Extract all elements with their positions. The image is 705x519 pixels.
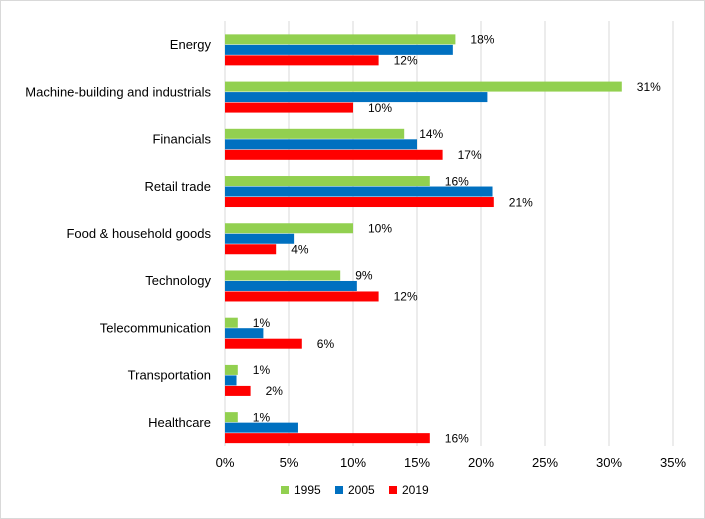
bar-technology-1995 [225, 270, 341, 281]
category-label-retail-trade: Retail trade [145, 179, 211, 194]
legend-swatch-2005 [335, 486, 343, 494]
legend-label-2019: 2019 [402, 483, 429, 497]
bar-energy-2005 [225, 44, 453, 55]
x-tick-label-20: 20% [468, 455, 494, 470]
data-label-food-household-goods-2019: 4% [291, 243, 309, 257]
category-label-energy: Energy [170, 37, 212, 52]
category-label-telecommunication: Telecommunication [100, 320, 211, 335]
data-label-food-household-goods-1995: 10% [368, 222, 392, 236]
bars [225, 34, 622, 444]
bar-healthcare-2019 [225, 433, 430, 444]
data-label-financials-2019: 17% [458, 148, 482, 162]
bar-financials-2005 [225, 139, 417, 150]
bar-food-household-goods-1995 [225, 223, 353, 234]
x-tick-label-5: 5% [280, 455, 299, 470]
bar-retail-trade-1995 [225, 176, 430, 187]
bar-technology-2005 [225, 280, 357, 291]
legend: 1995 2005 2019 [281, 483, 429, 497]
legend-swatch-1995 [281, 486, 289, 494]
data-label-energy-1995: 18% [470, 33, 494, 47]
category-label-healthcare: Healthcare [148, 415, 211, 430]
data-labels: 18% 12% 31% 10% 14% 17% 16% 21% 10% 4% 9% 12% 1% 6% 1%… [253, 33, 661, 446]
bar-energy-2019 [225, 55, 379, 66]
data-label-healthcare-1995: 1% [253, 410, 271, 424]
bar-retail-trade-2005 [225, 186, 493, 197]
data-label-financials-1995: 14% [419, 127, 443, 141]
category-labels: Energy Machine-building and industrials Fi… [25, 37, 211, 430]
bar-healthcare-2005 [225, 422, 298, 433]
bar-telecommunication-1995 [225, 317, 238, 328]
x-tick-label-15: 15% [404, 455, 430, 470]
bar-financials-1995 [225, 128, 405, 139]
legend-swatch-2019 [389, 486, 397, 494]
bar-machine-building-and-industrials-1995 [225, 81, 622, 92]
x-tick-label-35: 35% [660, 455, 686, 470]
legend-label-2005: 2005 [348, 483, 375, 497]
data-label-machine-building-and-industrials-2019: 10% [368, 101, 392, 115]
gridlines [224, 21, 674, 446]
data-label-machine-building-and-industrials-1995: 31% [637, 80, 661, 94]
x-tick-label-10: 10% [340, 455, 366, 470]
bar-machine-building-and-industrials-2005 [225, 92, 488, 103]
bar-transportation-2005 [225, 375, 237, 386]
bar-transportation-1995 [225, 364, 238, 375]
bar-machine-building-and-industrials-2019 [225, 102, 353, 113]
category-label-technology: Technology [145, 273, 211, 288]
x-tick-label-25: 25% [532, 455, 558, 470]
bar-technology-2019 [225, 291, 379, 302]
data-label-transportation-2019: 2% [266, 384, 284, 398]
legend-label-1995: 1995 [294, 483, 321, 497]
bar-food-household-goods-2019 [225, 244, 277, 255]
bar-financials-2019 [225, 149, 443, 160]
category-label-transportation: Transportation [128, 368, 211, 383]
bar-healthcare-1995 [225, 412, 238, 423]
data-label-energy-2019: 12% [394, 54, 418, 68]
bar-telecommunication-2005 [225, 328, 264, 339]
data-label-transportation-1995: 1% [253, 363, 271, 377]
data-label-technology-1995: 9% [355, 269, 373, 283]
data-label-retail-trade-1995: 16% [445, 174, 469, 188]
x-axis-tick-labels: 0% 5% 10% 15% 20% 25% 30% 35% [216, 455, 687, 470]
data-label-telecommunication-1995: 1% [253, 316, 271, 330]
bar-transportation-2019 [225, 385, 251, 396]
bar-retail-trade-2019 [225, 197, 494, 208]
x-tick-label-30: 30% [596, 455, 622, 470]
bar-energy-1995 [225, 34, 456, 45]
data-label-healthcare-2019: 16% [445, 431, 469, 445]
data-label-retail-trade-2019: 21% [509, 195, 533, 209]
category-label-machine-building-and-industrials: Machine-building and industrials [25, 84, 211, 99]
data-label-telecommunication-2019: 6% [317, 337, 335, 351]
bar-food-household-goods-2005 [225, 233, 295, 244]
data-label-technology-2019: 12% [394, 290, 418, 304]
category-label-food-household-goods: Food & household goods [66, 226, 211, 241]
x-tick-label-0: 0% [216, 455, 235, 470]
category-label-financials: Financials [152, 132, 211, 147]
bar-telecommunication-2019 [225, 338, 302, 349]
